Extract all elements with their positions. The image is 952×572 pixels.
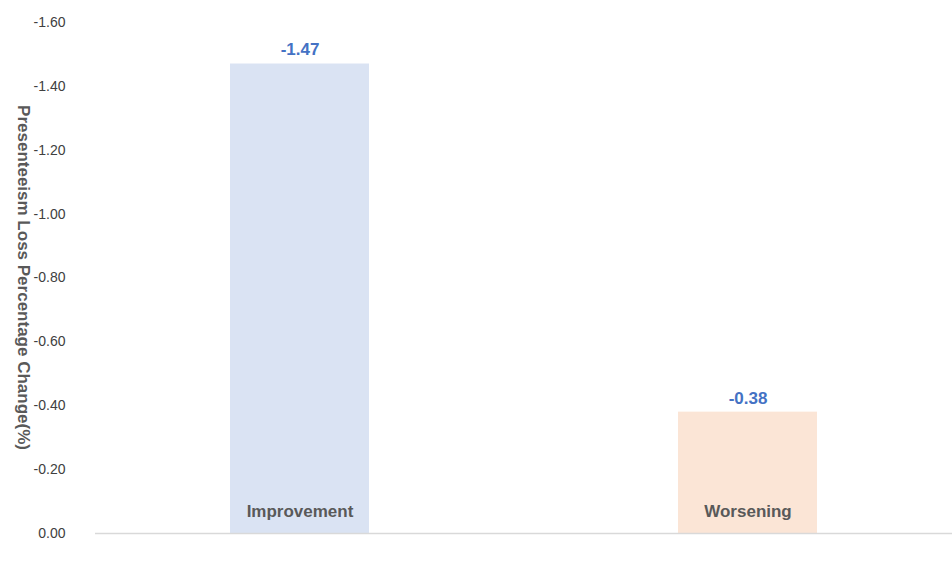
svg-text:-1.00: -1.00 (34, 206, 66, 222)
svg-text:-1.20: -1.20 (34, 142, 66, 158)
svg-text:-0.20: -0.20 (34, 461, 66, 477)
svg-text:-0.80: -0.80 (34, 269, 66, 285)
svg-text:Worsening: Worsening (704, 502, 792, 521)
svg-text:-1.47: -1.47 (281, 40, 320, 59)
svg-text:-0.38: -0.38 (729, 389, 768, 408)
svg-text:-0.40: -0.40 (34, 397, 66, 413)
svg-text:-0.60: -0.60 (34, 333, 66, 349)
svg-text:0.00: 0.00 (38, 525, 65, 541)
svg-text:-1.40: -1.40 (34, 78, 66, 94)
svg-text:Improvement: Improvement (247, 502, 354, 521)
svg-text:-1.60: -1.60 (34, 14, 66, 30)
svg-text:Presenteeism Loss Percentage C: Presenteeism Loss Percentage Change(%) (14, 105, 33, 450)
